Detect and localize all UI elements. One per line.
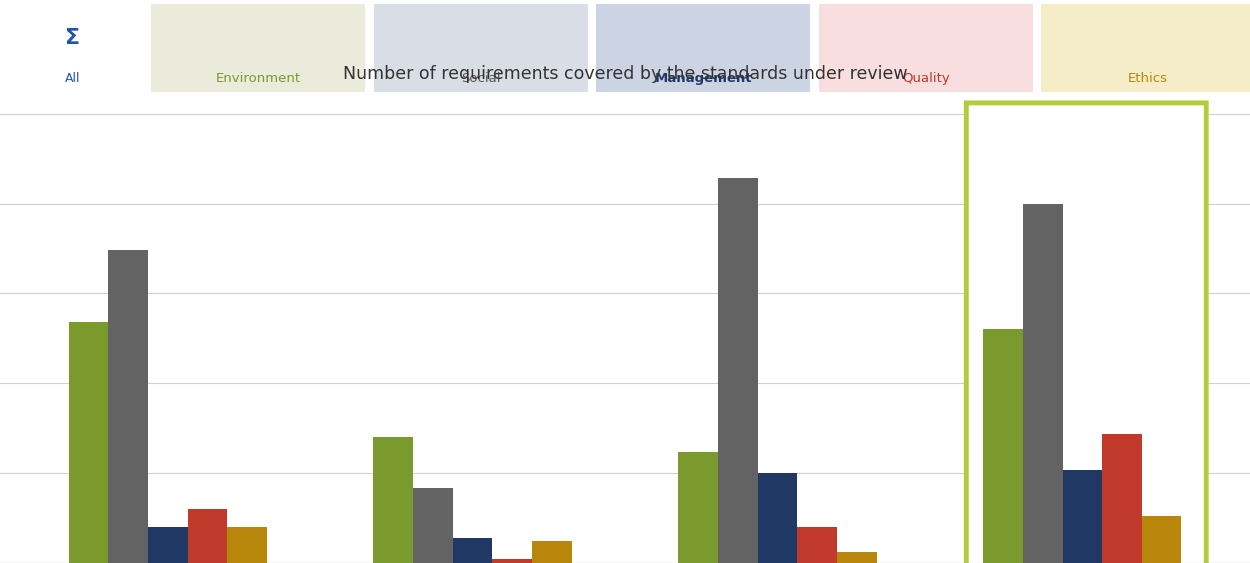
Bar <box>1141 516 1181 563</box>
Bar <box>374 437 413 563</box>
FancyBboxPatch shape <box>966 103 1206 563</box>
Bar <box>1102 434 1141 563</box>
Bar <box>492 560 532 563</box>
Text: Ethics: Ethics <box>1129 72 1168 85</box>
Bar <box>758 473 798 563</box>
Text: Quality: Quality <box>901 72 950 85</box>
Bar <box>109 251 148 563</box>
Text: Σ: Σ <box>65 28 80 48</box>
Bar <box>595 3 811 93</box>
Bar <box>150 3 366 93</box>
Bar <box>1040 3 1250 93</box>
Bar <box>1022 204 1062 563</box>
Bar <box>532 542 571 563</box>
Bar <box>1062 470 1102 563</box>
Bar <box>838 552 876 563</box>
Bar <box>1141 516 1181 563</box>
Text: Social: Social <box>461 72 500 85</box>
Text: Management: Management <box>655 72 752 85</box>
Bar <box>718 178 758 563</box>
Title: Number of requirements covered by the standards under review: Number of requirements covered by the st… <box>342 65 908 83</box>
Text: All: All <box>65 72 80 85</box>
Bar <box>69 322 109 563</box>
Bar <box>1102 434 1141 563</box>
Bar <box>984 329 1022 563</box>
Bar <box>372 3 589 93</box>
Bar <box>679 452 717 563</box>
Text: Environment: Environment <box>215 72 301 85</box>
Bar <box>984 329 1022 563</box>
Bar <box>1022 204 1062 563</box>
Bar <box>188 509 228 563</box>
Bar <box>148 527 188 563</box>
Bar <box>818 3 1034 93</box>
Bar <box>798 527 838 563</box>
Bar <box>1062 470 1102 563</box>
Bar <box>412 488 452 563</box>
Bar <box>452 538 493 563</box>
Bar <box>228 527 266 563</box>
